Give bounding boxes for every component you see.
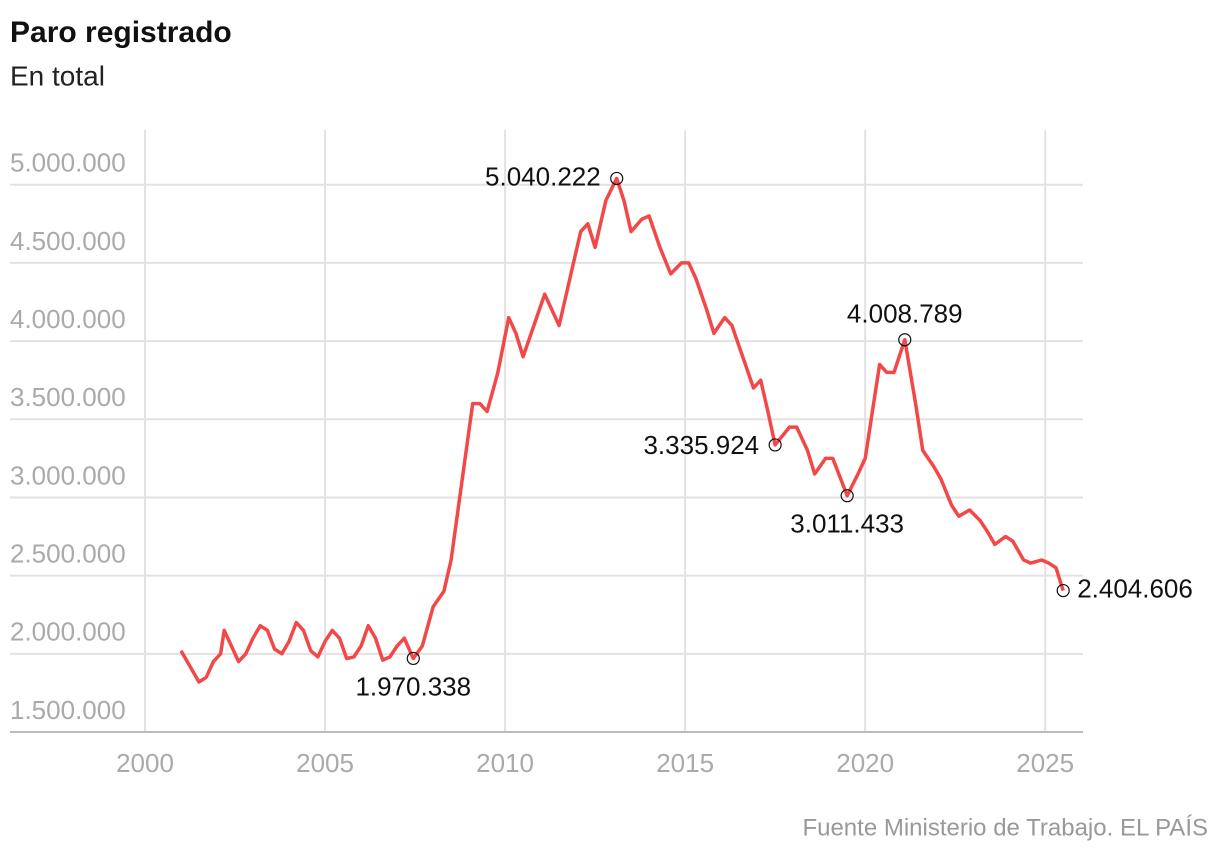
x-tick-label: 2005 bbox=[296, 748, 354, 778]
annotation-marker bbox=[840, 489, 854, 503]
annotation-marker bbox=[1056, 583, 1070, 598]
annotation-marker bbox=[406, 651, 420, 666]
annotation-label: 2.404.606 bbox=[1077, 573, 1193, 603]
y-tick-label: 5.000.000 bbox=[10, 148, 126, 178]
y-tick-label: 3.000.000 bbox=[10, 460, 126, 490]
chart-subtitle: En total bbox=[10, 60, 105, 91]
annotation-label: 5.040.222 bbox=[485, 161, 601, 191]
annotation-label: 3.335.924 bbox=[643, 430, 759, 460]
y-tick-label: 1.500.000 bbox=[10, 695, 126, 725]
annotation-marker bbox=[768, 438, 782, 452]
y-tick-label: 3.500.000 bbox=[10, 382, 126, 412]
chart-title: Paro registrado bbox=[10, 16, 232, 49]
y-tick-label: 4.000.000 bbox=[10, 304, 126, 334]
y-tick-label: 2.500.000 bbox=[10, 539, 126, 569]
x-tick-label: 2025 bbox=[1016, 748, 1074, 778]
y-tick-label: 2.000.000 bbox=[10, 617, 126, 647]
x-tick-label: 2000 bbox=[116, 748, 174, 778]
x-tick-label: 2010 bbox=[476, 748, 534, 778]
x-tick-label: 2015 bbox=[656, 748, 714, 778]
annotation-label: 4.008.789 bbox=[847, 299, 963, 329]
annotation-marker bbox=[898, 333, 912, 347]
x-tick-label: 2020 bbox=[836, 748, 894, 778]
annotation-label: 3.011.433 bbox=[790, 509, 904, 539]
data-line bbox=[179, 176, 1065, 684]
annotation-label: 1.970.338 bbox=[355, 671, 471, 701]
annotation-marker bbox=[610, 171, 624, 186]
y-tick-label: 4.500.000 bbox=[10, 226, 126, 256]
source: Fuente Ministerio de Trabajo. EL PAÍS bbox=[802, 814, 1208, 841]
